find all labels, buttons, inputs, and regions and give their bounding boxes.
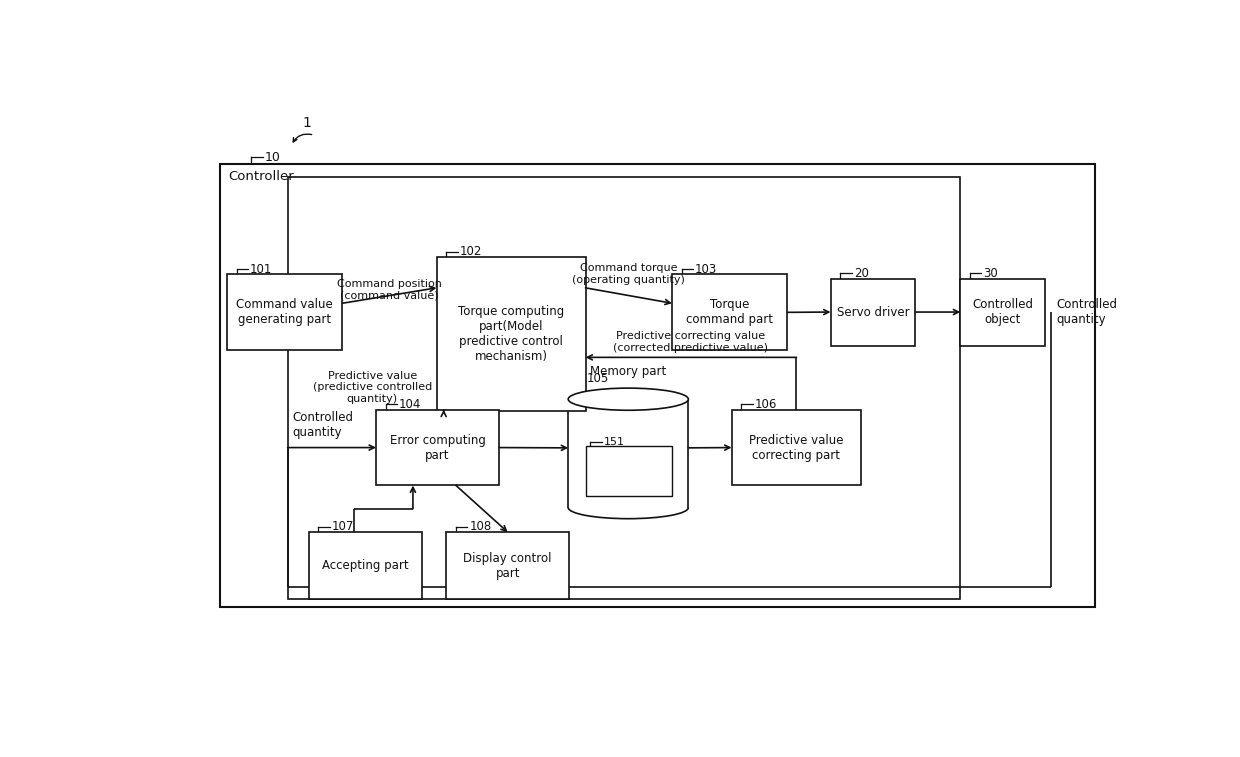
Bar [960,279,1045,345]
Text: Predictive correcting value
(corrected predictive value): Predictive correcting value (corrected p… [614,331,769,353]
Bar [221,164,1095,606]
Text: 107: 107 [332,520,355,534]
Bar [227,275,342,350]
Text: Error computing
part: Error computing part [389,434,486,462]
Text: Display control
part: Display control part [464,552,552,580]
Text: 20: 20 [853,266,868,280]
Bar [672,275,787,350]
Text: 106: 106 [755,398,777,411]
Text: Servo driver: Servo driver [837,306,909,319]
Text: Predictive value
correcting part: Predictive value correcting part [749,434,843,462]
Text: 151: 151 [604,437,625,447]
Text: 104: 104 [399,398,422,411]
Bar [585,447,672,496]
Text: Error data: Error data [601,466,657,476]
Text: 103: 103 [696,263,717,276]
Text: Torque computing
part(Model
predictive control
mechanism): Torque computing part(Model predictive c… [458,305,564,363]
Text: Accepting part: Accepting part [322,559,409,572]
Text: Controller: Controller [228,170,294,182]
Bar [436,257,585,412]
Text: Controlled
quantity: Controlled quantity [1056,298,1117,326]
Bar [446,532,569,599]
Text: 30: 30 [983,266,998,280]
Text: Command torque
(operating quantity): Command torque (operating quantity) [573,263,686,285]
Bar [732,410,862,485]
Text: 10: 10 [264,151,280,164]
Ellipse shape [568,388,688,410]
Text: 1: 1 [303,117,311,130]
Text: 105: 105 [587,372,609,385]
Text: 101: 101 [250,263,273,276]
Text: Torque
command part: Torque command part [686,298,774,326]
Text: Controlled
quantity: Controlled quantity [293,411,353,439]
Bar [831,279,915,345]
Text: 108: 108 [469,520,491,534]
Text: Memory part: Memory part [590,365,666,378]
Text: Command position
(command value): Command position (command value) [337,279,441,301]
Text: 102: 102 [460,245,482,258]
Bar [376,410,498,485]
Bar [309,532,422,599]
Text: Predictive value
(predictive controlled
quantity): Predictive value (predictive controlled … [312,371,432,403]
Text: Controlled
object: Controlled object [972,298,1033,326]
Text: Command value
generating part: Command value generating part [237,298,334,326]
Bar [288,176,960,599]
